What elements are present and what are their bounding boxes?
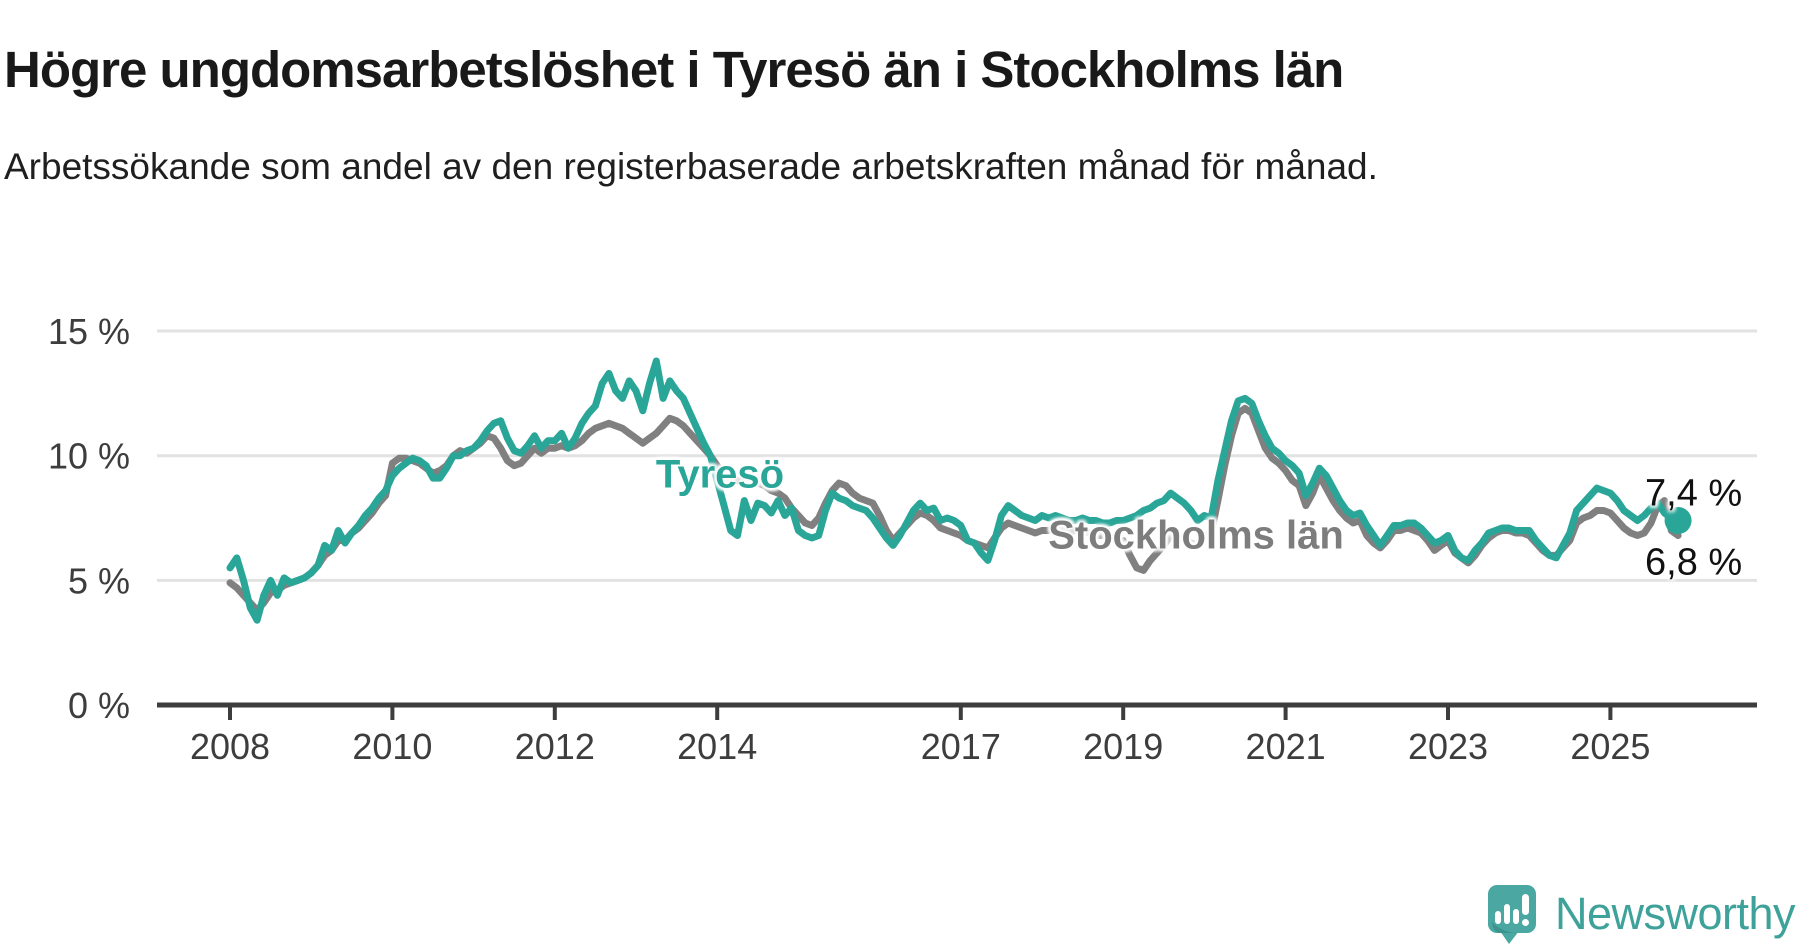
y-axis-tick-label: 10 %	[48, 436, 130, 477]
newsworthy-speech-bubble-chart-icon	[1488, 885, 1536, 944]
end-point-dot	[1664, 507, 1692, 535]
y-axis-tick-label: 15 %	[48, 311, 130, 352]
newsworthy-logo: Newsworthy	[1487, 884, 1796, 944]
series-label-tyreso: Tyresö	[655, 452, 785, 497]
x-axis-tick-label: 2021	[1246, 726, 1326, 767]
x-axis-tick-label: 2025	[1570, 726, 1650, 767]
line-tyres-	[226, 357, 1682, 624]
y-axis-tick-label: 0 %	[68, 685, 130, 726]
x-axis-tick-label: 2012	[515, 726, 595, 767]
page-title: Högre ungdomsarbetslöshet i Tyresö än i …	[4, 41, 1344, 99]
x-axis-tick-label: 2023	[1408, 726, 1488, 767]
x-axis-tick-label: 2019	[1083, 726, 1163, 767]
end-value-label-stockholms-lan: 6,8 %	[1645, 541, 1743, 584]
y-axis-tick-label: 5 %	[68, 560, 130, 601]
newsworthy-logo-text: Newsworthy	[1555, 888, 1796, 939]
x-axis-tick-label: 2017	[921, 726, 1001, 767]
x-axis-tick-label: 2008	[190, 726, 270, 767]
chart-subtitle: Arbetssökande som andel av den registerb…	[4, 146, 1378, 187]
x-axis-tick-label: 2014	[677, 726, 757, 767]
series-label-stockholms-lan: Stockholms län	[1048, 513, 1344, 558]
x-axis-tick-label: 2010	[352, 726, 432, 767]
end-value-label-tyreso: 7,4 %	[1645, 472, 1743, 515]
